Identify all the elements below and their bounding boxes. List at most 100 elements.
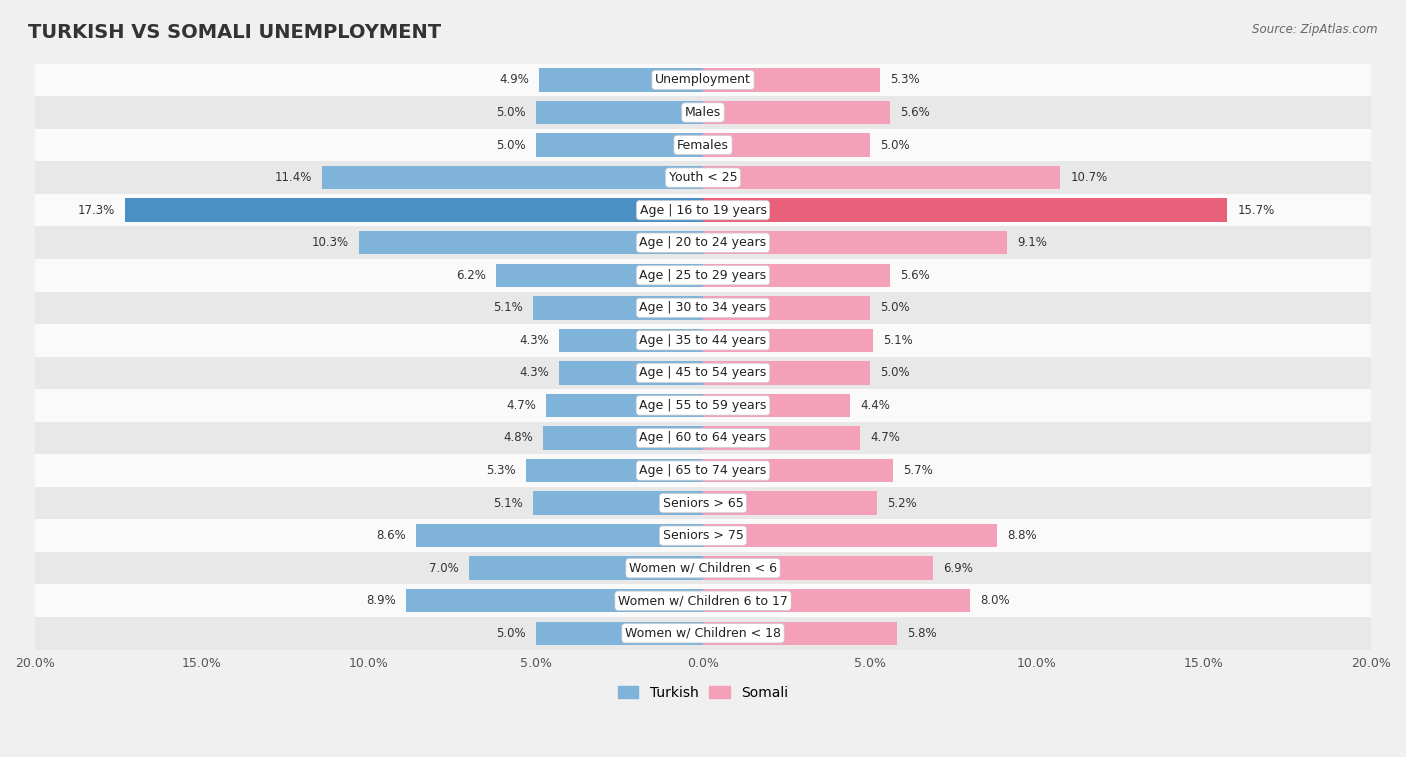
Text: 5.8%: 5.8% — [907, 627, 936, 640]
Legend: Turkish, Somali: Turkish, Somali — [612, 680, 794, 705]
Text: Seniors > 65: Seniors > 65 — [662, 497, 744, 509]
Text: 6.9%: 6.9% — [943, 562, 973, 575]
Text: Women w/ Children < 6: Women w/ Children < 6 — [628, 562, 778, 575]
Text: 4.4%: 4.4% — [860, 399, 890, 412]
Text: Youth < 25: Youth < 25 — [669, 171, 737, 184]
Text: 5.0%: 5.0% — [496, 106, 526, 119]
Text: Women w/ Children 6 to 17: Women w/ Children 6 to 17 — [619, 594, 787, 607]
Bar — [703, 394, 851, 417]
Text: 4.9%: 4.9% — [499, 73, 529, 86]
Bar — [703, 296, 870, 319]
Text: Age | 60 to 64 years: Age | 60 to 64 years — [640, 431, 766, 444]
Text: 4.7%: 4.7% — [506, 399, 536, 412]
Bar — [322, 166, 703, 189]
Text: Females: Females — [678, 139, 728, 151]
Text: 4.7%: 4.7% — [870, 431, 900, 444]
Text: 8.6%: 8.6% — [375, 529, 406, 542]
Bar — [560, 329, 703, 352]
Bar — [35, 64, 1371, 96]
Bar — [35, 357, 1371, 389]
Text: 10.3%: 10.3% — [312, 236, 349, 249]
Bar — [35, 259, 1371, 291]
Bar — [703, 263, 890, 287]
Text: 5.0%: 5.0% — [880, 139, 910, 151]
Bar — [416, 524, 703, 547]
Bar — [526, 459, 703, 482]
Text: 17.3%: 17.3% — [77, 204, 115, 217]
Text: Unemployment: Unemployment — [655, 73, 751, 86]
Text: 4.3%: 4.3% — [520, 366, 550, 379]
Bar — [703, 361, 870, 385]
Text: 5.0%: 5.0% — [496, 627, 526, 640]
Text: 5.1%: 5.1% — [494, 497, 523, 509]
Bar — [35, 324, 1371, 357]
Bar — [35, 487, 1371, 519]
Bar — [125, 198, 703, 222]
Text: 5.1%: 5.1% — [883, 334, 912, 347]
Bar — [703, 524, 997, 547]
Bar — [359, 231, 703, 254]
Bar — [35, 161, 1371, 194]
Text: 8.8%: 8.8% — [1007, 529, 1036, 542]
Bar — [533, 296, 703, 319]
Text: 8.9%: 8.9% — [366, 594, 395, 607]
Text: 5.7%: 5.7% — [904, 464, 934, 477]
Text: Age | 65 to 74 years: Age | 65 to 74 years — [640, 464, 766, 477]
Bar — [536, 133, 703, 157]
Bar — [406, 589, 703, 612]
Text: 5.0%: 5.0% — [880, 366, 910, 379]
Bar — [703, 198, 1227, 222]
Text: Source: ZipAtlas.com: Source: ZipAtlas.com — [1253, 23, 1378, 36]
Bar — [35, 422, 1371, 454]
Bar — [703, 68, 880, 92]
Text: TURKISH VS SOMALI UNEMPLOYMENT: TURKISH VS SOMALI UNEMPLOYMENT — [28, 23, 441, 42]
Bar — [540, 68, 703, 92]
Text: 5.1%: 5.1% — [494, 301, 523, 314]
Bar — [536, 621, 703, 645]
Bar — [470, 556, 703, 580]
Bar — [703, 231, 1007, 254]
Bar — [703, 426, 860, 450]
Text: 8.0%: 8.0% — [980, 594, 1010, 607]
Text: 4.8%: 4.8% — [503, 431, 533, 444]
Bar — [496, 263, 703, 287]
Bar — [35, 96, 1371, 129]
Text: 5.2%: 5.2% — [887, 497, 917, 509]
Text: 5.3%: 5.3% — [486, 464, 516, 477]
Text: Males: Males — [685, 106, 721, 119]
Text: Age | 55 to 59 years: Age | 55 to 59 years — [640, 399, 766, 412]
Bar — [543, 426, 703, 450]
Bar — [703, 556, 934, 580]
Text: 5.6%: 5.6% — [900, 106, 929, 119]
Text: 5.6%: 5.6% — [900, 269, 929, 282]
Text: Age | 45 to 54 years: Age | 45 to 54 years — [640, 366, 766, 379]
Bar — [35, 519, 1371, 552]
Bar — [35, 226, 1371, 259]
Bar — [703, 491, 877, 515]
Bar — [35, 129, 1371, 161]
Text: 10.7%: 10.7% — [1070, 171, 1108, 184]
Text: Age | 25 to 29 years: Age | 25 to 29 years — [640, 269, 766, 282]
Text: 6.2%: 6.2% — [456, 269, 486, 282]
Bar — [35, 389, 1371, 422]
Bar — [536, 101, 703, 124]
Bar — [35, 617, 1371, 650]
Bar — [35, 194, 1371, 226]
Text: Seniors > 75: Seniors > 75 — [662, 529, 744, 542]
Bar — [35, 291, 1371, 324]
Text: Age | 30 to 34 years: Age | 30 to 34 years — [640, 301, 766, 314]
Text: 5.0%: 5.0% — [496, 139, 526, 151]
Text: 11.4%: 11.4% — [274, 171, 312, 184]
Text: 4.3%: 4.3% — [520, 334, 550, 347]
Bar — [546, 394, 703, 417]
Bar — [533, 491, 703, 515]
Bar — [35, 584, 1371, 617]
Bar — [35, 454, 1371, 487]
Bar — [703, 329, 873, 352]
Text: Age | 20 to 24 years: Age | 20 to 24 years — [640, 236, 766, 249]
Bar — [703, 459, 893, 482]
Bar — [703, 166, 1060, 189]
Text: Age | 35 to 44 years: Age | 35 to 44 years — [640, 334, 766, 347]
Bar — [703, 621, 897, 645]
Text: 7.0%: 7.0% — [429, 562, 460, 575]
